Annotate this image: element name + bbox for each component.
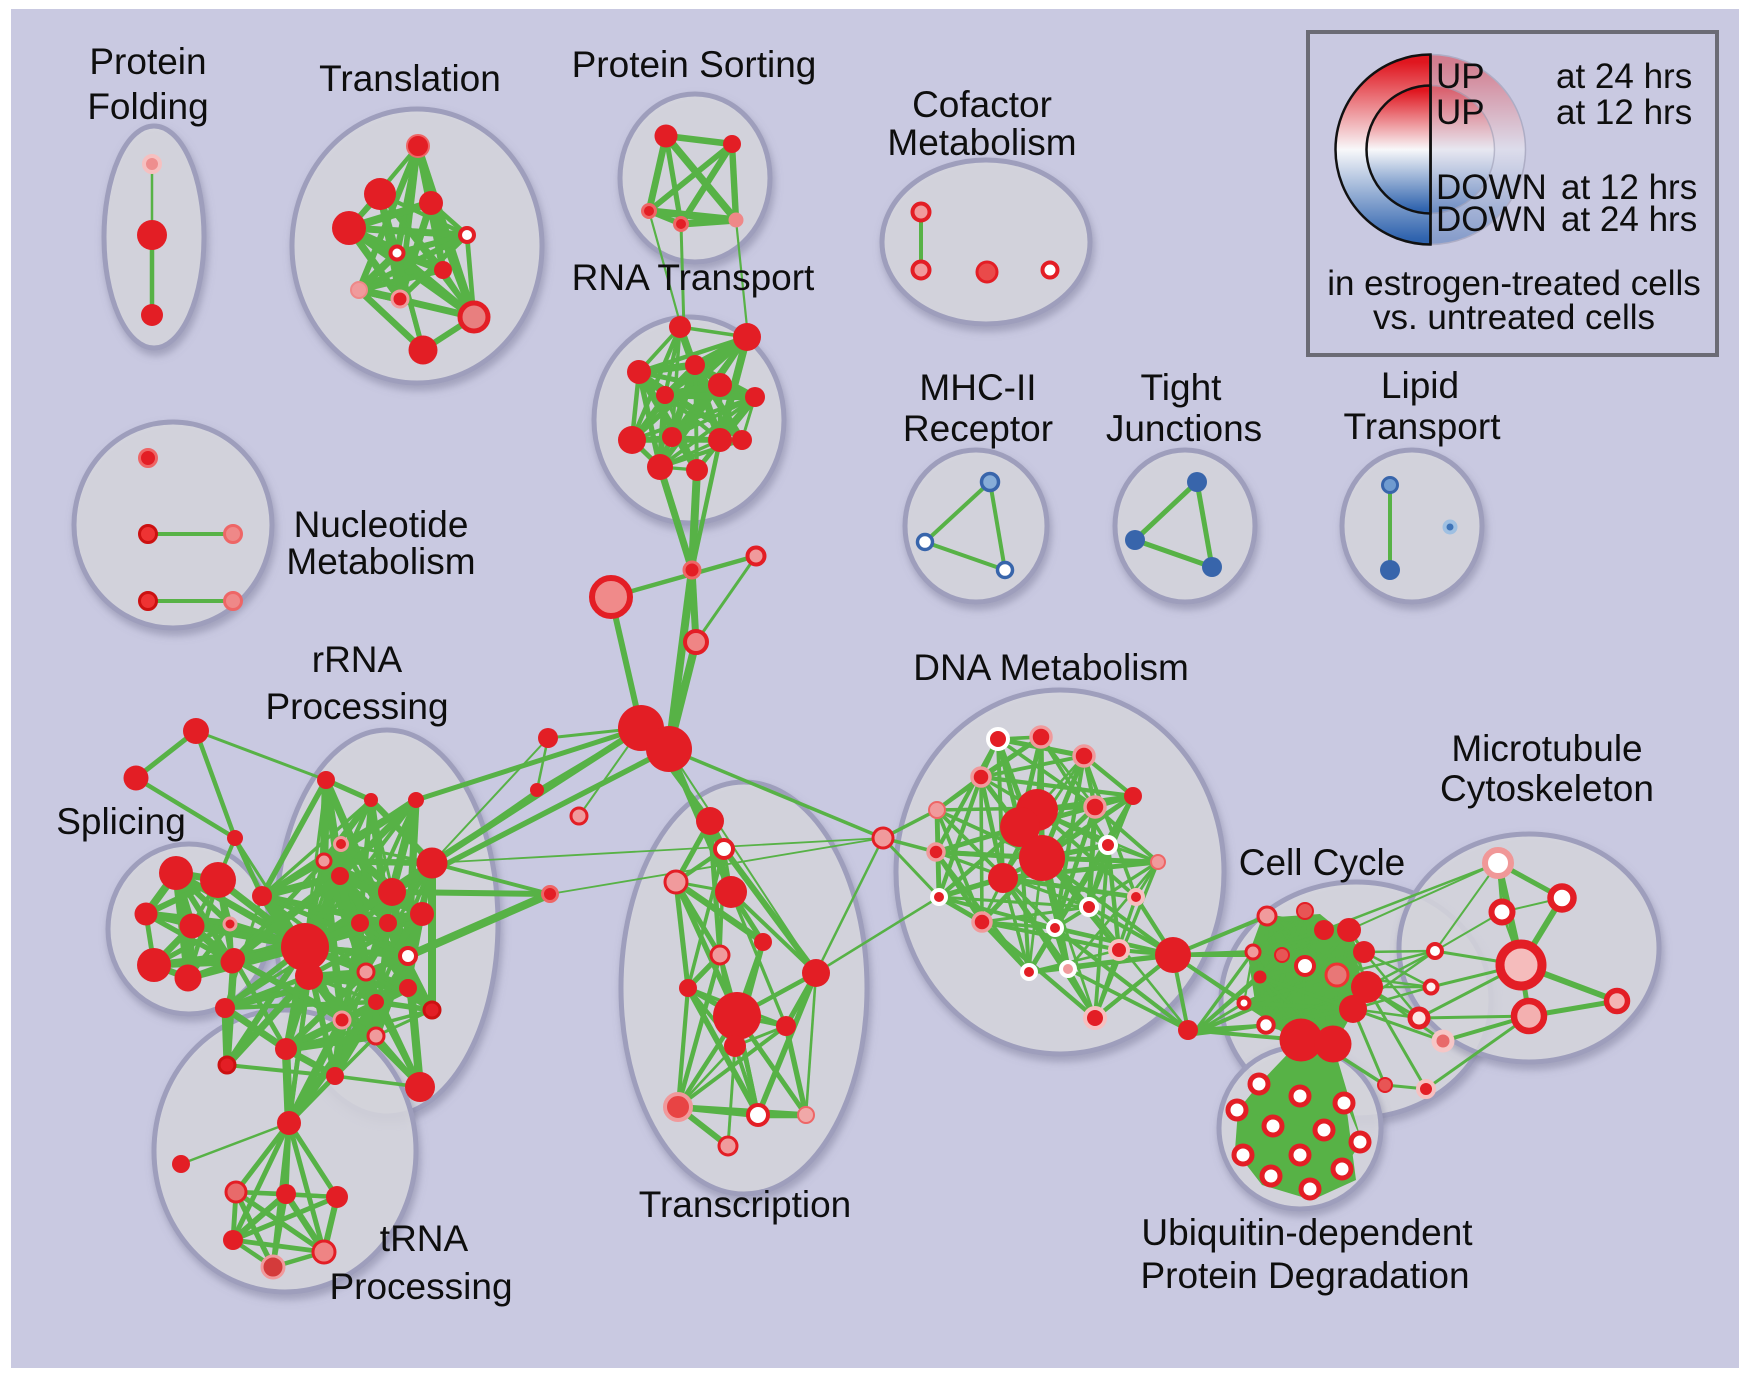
- svg-text:Nucleotide: Nucleotide: [294, 504, 469, 545]
- svg-text:UP: UP: [1436, 93, 1485, 132]
- svg-text:Splicing: Splicing: [56, 801, 186, 842]
- svg-text:Junctions: Junctions: [1106, 408, 1262, 449]
- svg-text:Protein Sorting: Protein Sorting: [572, 44, 817, 85]
- svg-text:at 12 hrs: at 12 hrs: [1556, 93, 1692, 132]
- svg-text:Protein: Protein: [89, 41, 206, 82]
- svg-text:MHC-II: MHC-II: [919, 367, 1036, 408]
- svg-text:Cytoskeleton: Cytoskeleton: [1440, 768, 1654, 809]
- svg-text:Transport: Transport: [1344, 406, 1502, 447]
- svg-text:in estrogen-treated cells: in estrogen-treated cells: [1327, 264, 1701, 303]
- svg-text:Translation: Translation: [319, 58, 501, 99]
- svg-text:tRNA: tRNA: [380, 1218, 469, 1259]
- svg-text:UP: UP: [1436, 57, 1485, 96]
- svg-text:Microtubule: Microtubule: [1451, 728, 1642, 769]
- svg-text:Metabolism: Metabolism: [887, 122, 1076, 163]
- svg-text:Metabolism: Metabolism: [286, 541, 475, 582]
- svg-text:Tight: Tight: [1141, 367, 1223, 408]
- svg-text:DOWN: DOWN: [1436, 168, 1547, 207]
- svg-text:rRNA: rRNA: [312, 639, 403, 680]
- svg-text:Processing: Processing: [265, 686, 448, 727]
- svg-text:Folding: Folding: [87, 86, 208, 127]
- svg-text:Transcription: Transcription: [639, 1184, 851, 1225]
- svg-text:Receptor: Receptor: [903, 408, 1053, 449]
- svg-text:Protein Degradation: Protein Degradation: [1140, 1255, 1469, 1296]
- svg-text:Lipid: Lipid: [1381, 365, 1459, 406]
- svg-text:DNA Metabolism: DNA Metabolism: [913, 647, 1189, 688]
- svg-text:vs. untreated cells: vs. untreated cells: [1373, 298, 1655, 337]
- svg-text:DOWN: DOWN: [1436, 200, 1547, 239]
- svg-text:at 24 hrs: at 24 hrs: [1561, 200, 1697, 239]
- svg-text:at 12 hrs: at 12 hrs: [1561, 168, 1697, 207]
- svg-text:Cofactor: Cofactor: [912, 84, 1052, 125]
- svg-text:Processing: Processing: [329, 1266, 512, 1307]
- svg-text:RNA Transport: RNA Transport: [572, 257, 815, 298]
- svg-text:at 24 hrs: at 24 hrs: [1556, 57, 1692, 96]
- svg-text:Cell Cycle: Cell Cycle: [1239, 842, 1406, 883]
- svg-text:Ubiquitin-dependent: Ubiquitin-dependent: [1141, 1212, 1473, 1253]
